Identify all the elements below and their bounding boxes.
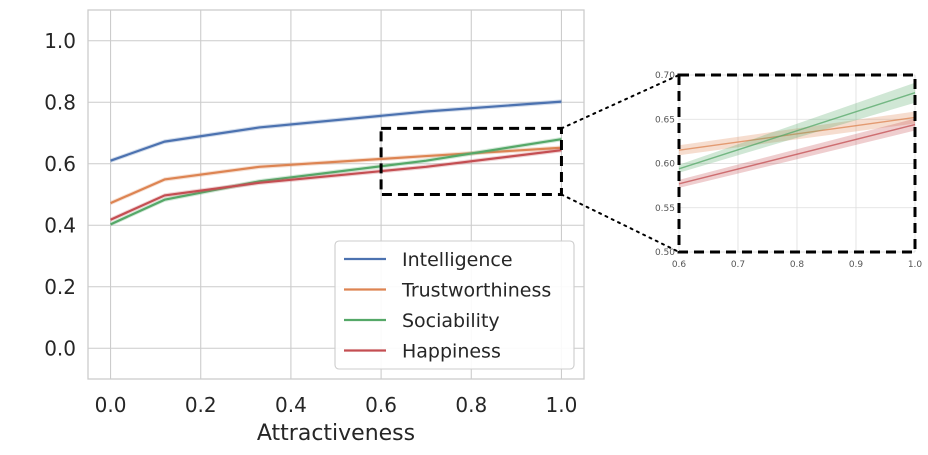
inset-line-trustworthiness bbox=[678, 116, 916, 151]
connector-bottom bbox=[560, 193, 680, 253]
x-tick-label: 0.0 bbox=[95, 393, 127, 417]
inset-x-tick-label: 0.8 bbox=[790, 260, 805, 270]
legend-label: Happiness bbox=[402, 341, 501, 363]
main-series bbox=[110, 99, 562, 227]
y-tick-label: 0.6 bbox=[44, 152, 76, 176]
x-tick-label: 0.2 bbox=[185, 393, 217, 417]
legend-label: Intelligence bbox=[402, 249, 513, 271]
inset-line-sociability bbox=[678, 92, 916, 170]
x-tick-label: 0.4 bbox=[275, 393, 307, 417]
inset-line-happiness bbox=[678, 123, 916, 185]
y-tick-label: 0.2 bbox=[44, 275, 76, 299]
inset-band-happiness bbox=[679, 118, 915, 188]
inset-y-tick-label: 0.70 bbox=[655, 71, 675, 81]
legend-label: Sociability bbox=[402, 310, 500, 332]
x-tick-label: 0.6 bbox=[365, 393, 397, 417]
y-tick-label: 0.4 bbox=[44, 213, 76, 237]
series-line-happiness bbox=[110, 149, 562, 221]
y-tick-label: 0.0 bbox=[44, 336, 76, 360]
x-tick-label: 1.0 bbox=[546, 393, 578, 417]
series-line-sociability bbox=[110, 138, 562, 226]
legend-box bbox=[334, 240, 575, 370]
inset-y-tick-label: 0.50 bbox=[655, 248, 675, 258]
inset-frame bbox=[677, 73, 917, 254]
legend: Intelligence Trustworthiness Sociability Ha… bbox=[334, 240, 575, 370]
inset-axes: 0.6 0.7 0.8 0.9 1.0 0.50 0.55 0.60 0.65 0.70 bbox=[655, 71, 922, 270]
inset-x-tick-label: 0.9 bbox=[849, 260, 864, 270]
inset-x-tick-label: 1.0 bbox=[908, 260, 923, 270]
x-axis-title: Attractiveness bbox=[257, 421, 415, 446]
legend-label: Trustworthiness bbox=[401, 280, 551, 302]
main-axes: 0.0 0.2 0.4 0.6 0.8 1.0 0.0 0.2 0.4 0.6 0.8 1.0 bbox=[44, 9, 585, 417]
y-tick-label: 1.0 bbox=[44, 29, 76, 53]
series-line-intelligence bbox=[110, 100, 562, 162]
inset-series bbox=[678, 82, 916, 188]
x-tick-label: 0.8 bbox=[455, 393, 487, 417]
zoom-box bbox=[379, 126, 563, 196]
inset-x-tick-label: 0.7 bbox=[731, 260, 745, 270]
inset-y-tick-label: 0.55 bbox=[655, 204, 675, 214]
inset-y-tick-label: 0.65 bbox=[655, 115, 675, 125]
zoom-rectangle bbox=[379, 126, 563, 196]
zoom-connectors bbox=[560, 74, 680, 253]
inset-x-tick-label: 0.6 bbox=[672, 260, 687, 270]
connector-top bbox=[560, 74, 680, 130]
y-tick-label: 0.8 bbox=[44, 90, 76, 114]
plot-frame bbox=[87, 9, 585, 380]
inset-y-tick-label: 0.60 bbox=[655, 160, 675, 170]
